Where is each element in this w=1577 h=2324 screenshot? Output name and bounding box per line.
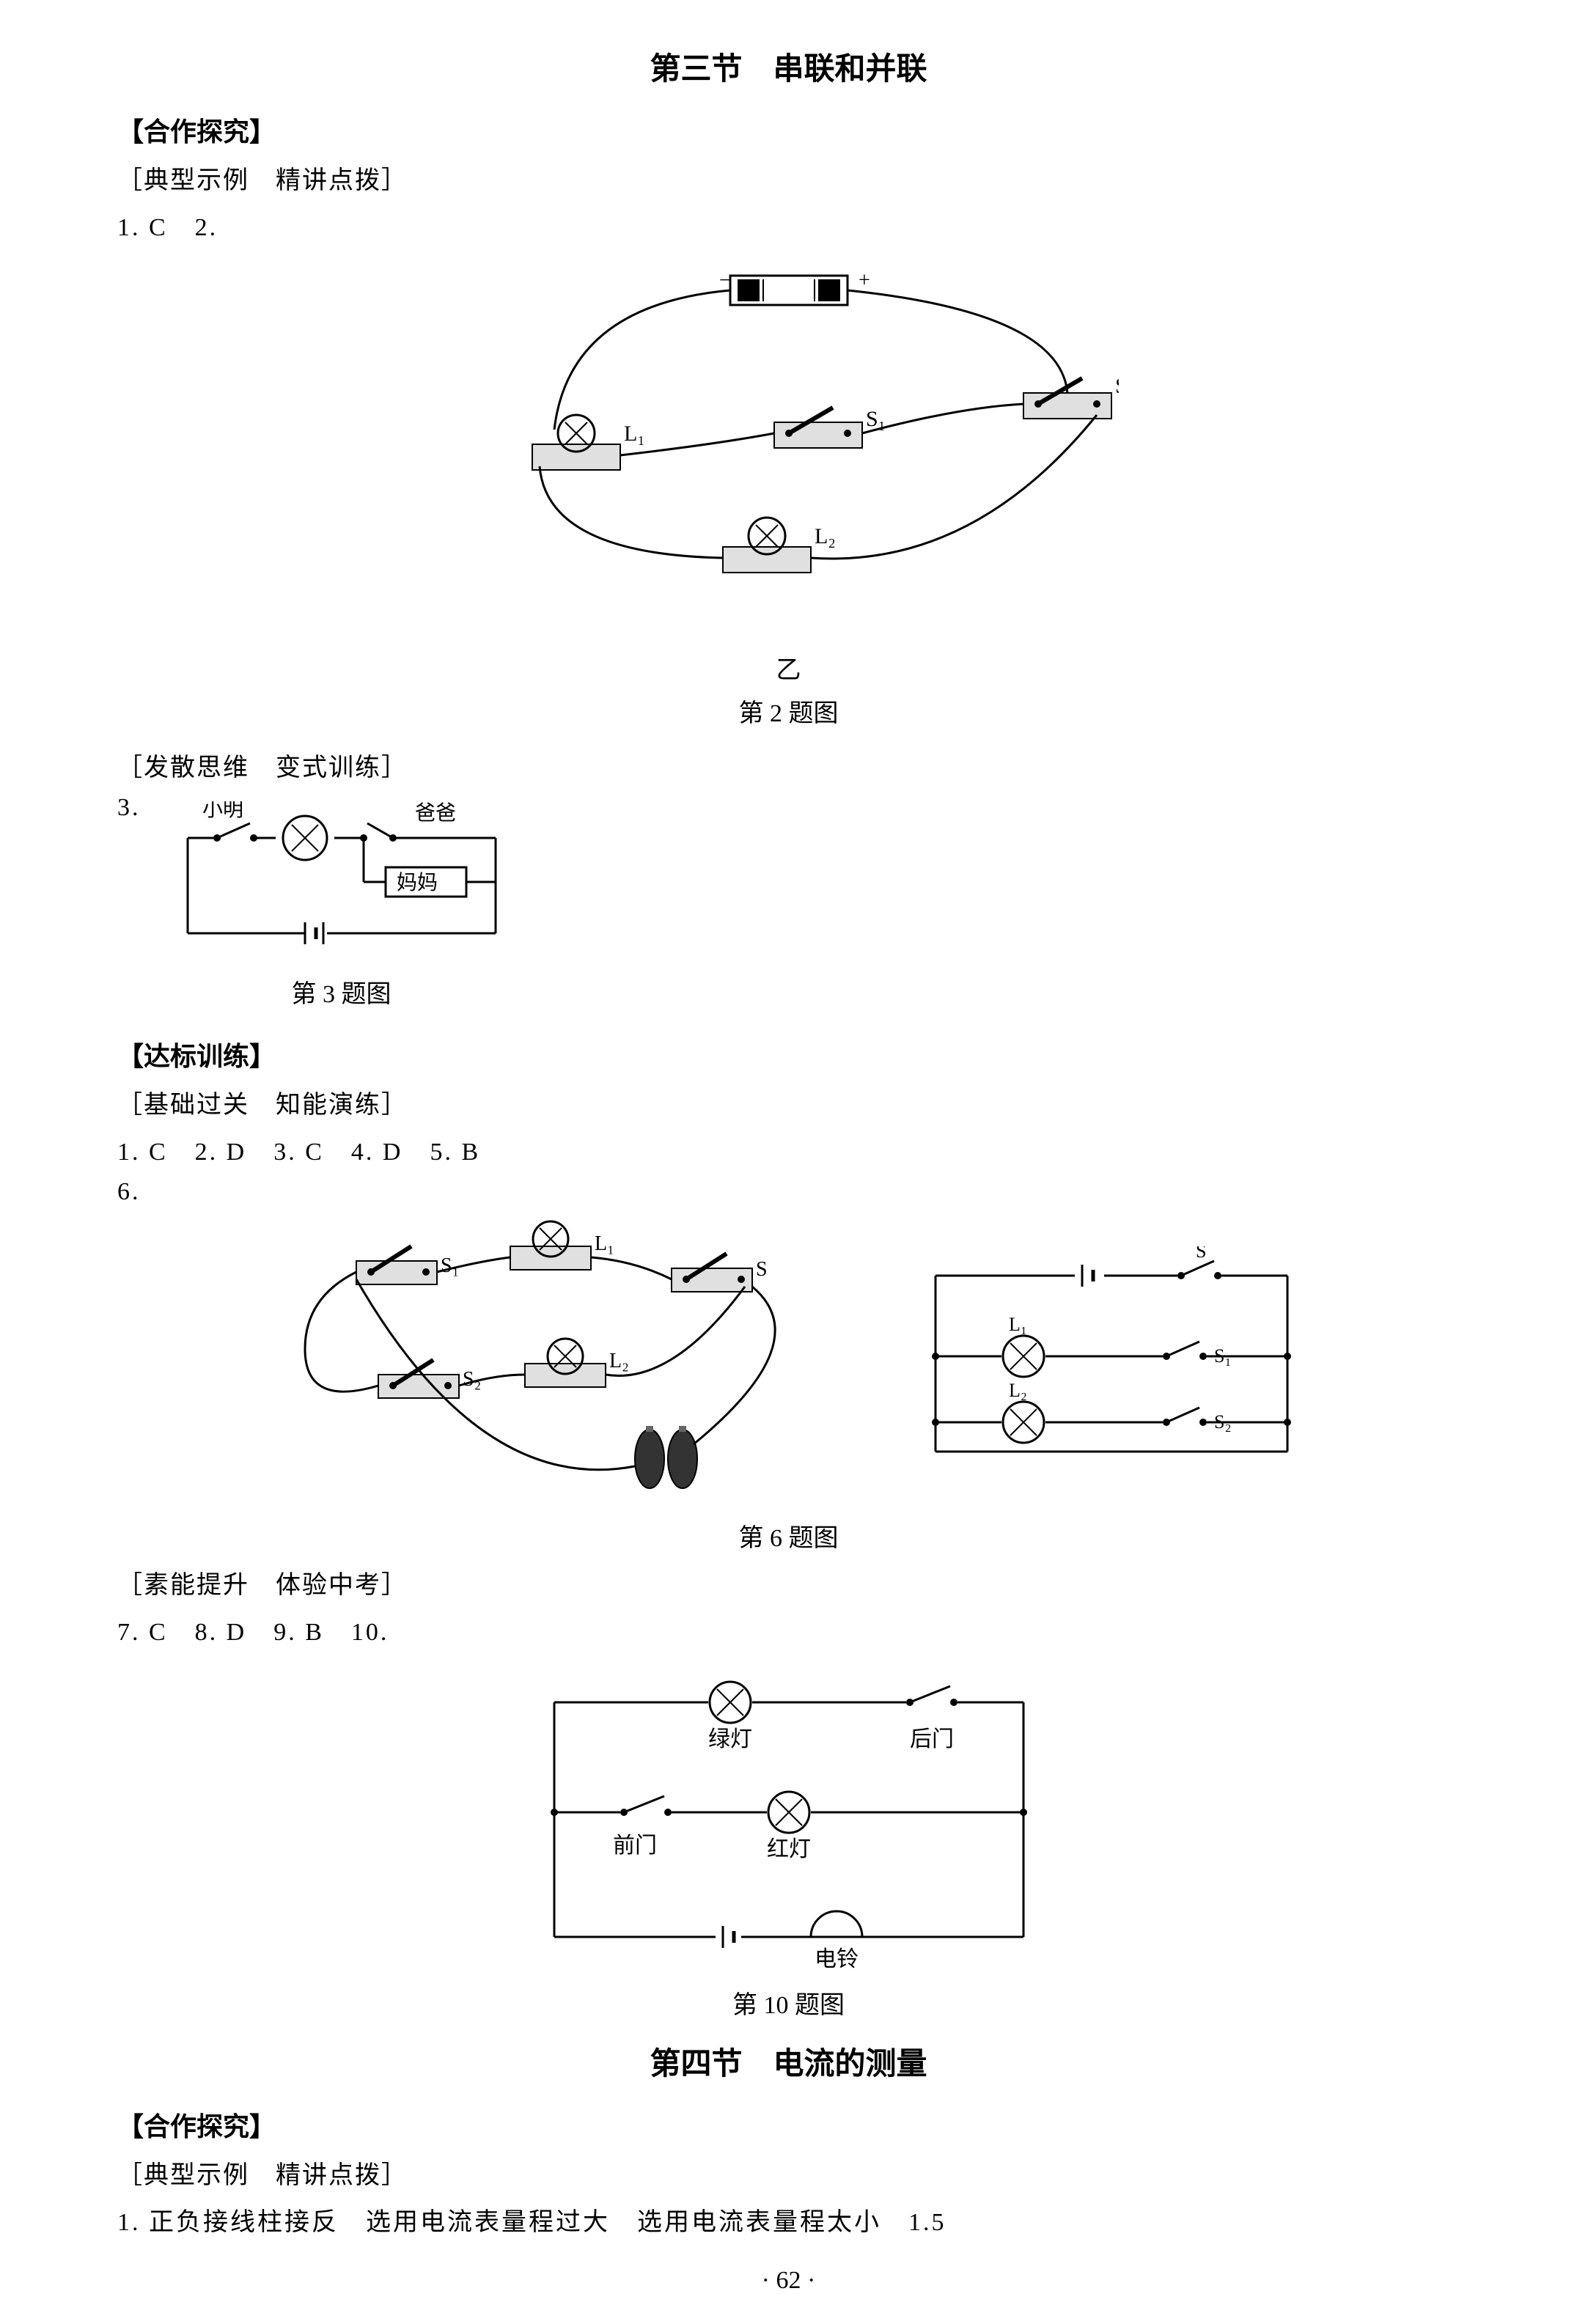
basic-sub: ［基础过关 知能演练］: [117, 1084, 1460, 1120]
baba-label: 爸爸: [415, 801, 456, 825]
divergent-sub: ［发散思维 变式训练］: [117, 747, 1460, 783]
q1-2-answers: 1. C 2.: [117, 207, 1460, 243]
battery-neg: −: [719, 269, 731, 292]
section4-title: 第四节 电流的测量: [117, 2039, 1460, 2084]
s2-label: S₂: [1115, 374, 1119, 398]
l1-label: L₁: [624, 422, 645, 446]
q6-prefix: 6.: [117, 1178, 1460, 1206]
ability-sub: ［素能提升 体验中考］: [117, 1564, 1460, 1600]
fig2-zi-label: 乙: [459, 650, 1119, 685]
s4-example-sub: ［典型示例 精讲点拨］: [117, 2155, 1460, 2191]
fig6-caption: 第 6 题图: [117, 1518, 1460, 1553]
example-sub: ［典型示例 精讲点拨］: [117, 160, 1460, 196]
s4-coop-heading: 【合作探究】: [117, 2106, 1460, 2144]
battery-pos: +: [859, 269, 870, 292]
figure-6-container: S₁ L₁ S S₂ L₂: [117, 1217, 1460, 1553]
q6r-l2: L₂: [1009, 1380, 1027, 1401]
q6-l2: L₂: [609, 1350, 629, 1372]
fig10-caption: 第 10 题图: [510, 1985, 1067, 2020]
figure-10-container: 绿灯 后门 前门 红灯: [117, 1658, 1460, 2028]
q6-s1: S₁: [441, 1254, 459, 1277]
figure-6-left-svg: S₁ L₁ S S₂ L₂: [261, 1217, 833, 1510]
q6-l1: L₁: [595, 1232, 614, 1255]
figure-3-svg: 小明 爸爸 妈妈: [158, 801, 525, 963]
green-label: 绿灯: [708, 1727, 752, 1751]
figure-6-right-svg: S L₁ S₁ L₂ S₂: [906, 1246, 1317, 1481]
answers-7-10: 7. C 8. D 9. B 10.: [117, 1611, 1460, 1647]
figure-10-svg: 绿灯 后门 前门 红灯: [510, 1666, 1067, 1974]
standard-heading: 【达标训练】: [117, 1035, 1460, 1073]
rear-label: 后门: [910, 1727, 954, 1751]
q3-prefix: 3.: [117, 794, 141, 821]
fig3-caption: 第 3 题图: [158, 974, 525, 1010]
figure-2-container: − + S₂ S₁ L₁: [117, 254, 1460, 736]
s4-q1-answer: 1. 正负接线柱接反 选用电流表量程过大 选用电流表量程太小 1.5: [117, 2202, 1460, 2237]
figure-2-svg: − + S₂ S₁ L₁: [459, 261, 1119, 642]
fig2-caption: 第 2 题图: [459, 693, 1119, 729]
section3-title: 第三节 串联和并联: [117, 44, 1460, 89]
q6r-l1: L₁: [1009, 1314, 1027, 1335]
q6-s: S: [756, 1258, 768, 1281]
answers-1-5: 1. C 2. D 3. C 4. D 5. B: [117, 1131, 1460, 1167]
front-label: 前门: [613, 1834, 657, 1858]
xiaoming-label: 小明: [202, 801, 243, 821]
bell-label: 电铃: [815, 1947, 859, 1971]
l2-label: L₂: [815, 524, 836, 548]
page-number: · 62 ·: [117, 2267, 1460, 2295]
q6r-s: S: [1196, 1246, 1206, 1262]
mama-label: 妈妈: [397, 871, 438, 894]
red-label: 红灯: [767, 1837, 811, 1861]
coop-heading: 【合作探究】: [117, 111, 1460, 149]
